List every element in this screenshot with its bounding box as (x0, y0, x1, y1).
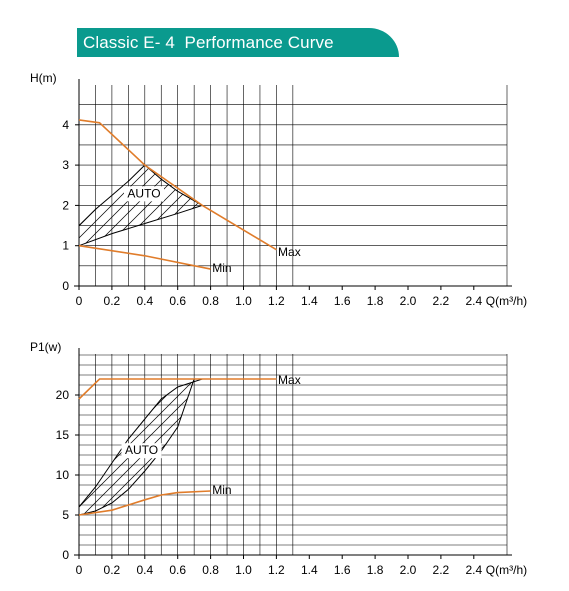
x-tick-label: 1.4 (301, 563, 318, 577)
x-tick-label: 0.8 (202, 294, 219, 308)
hatch-line (535, 354, 569, 555)
annotation-max: Max (278, 245, 301, 259)
hatch-line (0, 354, 64, 555)
x-tick-label: 0.8 (202, 563, 219, 577)
x-tick-label: 0.4 (136, 563, 153, 577)
hatch-line (0, 85, 64, 286)
x-tick-label: 1.4 (301, 294, 318, 308)
y-axis-label: H(m) (30, 71, 57, 85)
hatch-line (499, 354, 569, 555)
hatch-line (559, 354, 569, 555)
y-tick-label: 10 (56, 468, 70, 482)
hatch-line (535, 85, 569, 286)
x-tick-label: 2.2 (433, 294, 450, 308)
hatch-line (0, 354, 52, 555)
hatch-line (0, 85, 76, 286)
y-tick-label: 15 (56, 428, 70, 442)
hatch-line (0, 354, 40, 555)
hatch-line (559, 85, 569, 286)
hatch-line (547, 85, 569, 286)
hatch-line (0, 354, 16, 555)
annotation-min: Min (212, 483, 231, 497)
x-tick-label: 0.6 (169, 563, 186, 577)
auto-label: AUTO (127, 186, 160, 200)
hatch-line (0, 85, 4, 286)
chart-title: Classic E- 4 Performance Curve (83, 33, 334, 52)
series-max-line (78, 119, 277, 251)
auto-region-outline (78, 164, 204, 247)
hatch-line (79, 379, 203, 515)
x-tick-label: 1.0 (235, 294, 252, 308)
x-tick-label: 2.2 (433, 563, 450, 577)
auto-label: AUTO (125, 443, 158, 457)
x-axis-label: Q(m³/h) (486, 563, 527, 577)
y-tick-label: 20 (56, 388, 70, 402)
hatch-line (79, 165, 89, 246)
x-tick-label: 2.4 (465, 294, 482, 308)
hatch-line (79, 165, 203, 246)
x-tick-label: 2.0 (400, 563, 417, 577)
x-tick-label: 2.0 (400, 294, 417, 308)
y-tick-label: 2 (62, 198, 69, 212)
x-tick-label: 1.2 (268, 294, 285, 308)
hatch-line (0, 354, 76, 555)
hatch-line (0, 354, 28, 555)
hatch-line (79, 165, 203, 246)
x-tick-label: 1.8 (367, 563, 384, 577)
annotation-max: Max (278, 373, 301, 387)
hatch-line (0, 85, 40, 286)
hatch-line (511, 85, 569, 286)
y-tick-label: 4 (62, 118, 69, 132)
hatch-line (79, 165, 203, 246)
head-chart: 0 1 2 3 4 0 0.2 0.4 0.6 0.8 1.0 1.2 1.4 1.6 1.8 2.0 2.2 2… (0, 71, 569, 308)
hatch-line (0, 85, 28, 286)
x-tick-label: 0.4 (136, 294, 153, 308)
hatch-line (547, 354, 569, 555)
x-tick-label: 0.2 (104, 294, 121, 308)
series-min-line (78, 244, 211, 270)
x-tick-label: 1.0 (235, 563, 252, 577)
hatch-line (0, 85, 16, 286)
y-tick-label: 5 (62, 508, 69, 522)
y-tick-label: 1 (62, 239, 69, 253)
hatch-line (511, 354, 569, 555)
auto-label-background (123, 186, 164, 202)
hatch-line (79, 165, 203, 246)
auto-label-background (121, 443, 162, 459)
x-tick-label: 0.6 (169, 294, 186, 308)
series-max-line (78, 378, 277, 400)
x-tick-label: 0 (76, 563, 83, 577)
hatch-line (523, 354, 569, 555)
hatch-line (523, 85, 569, 286)
x-tick-label: 1.6 (334, 294, 351, 308)
y-tick-label: 0 (62, 548, 69, 562)
hatch-line (0, 354, 4, 555)
title-banner: Classic E- 4 Performance Curve (77, 28, 399, 57)
x-axis-label: Q(m³/h) (486, 294, 527, 308)
x-tick-label: 1.2 (268, 563, 285, 577)
x-tick-label: 1.6 (334, 563, 351, 577)
hatch-line (0, 85, 52, 286)
annotation-min: Min (212, 261, 231, 275)
x-tick-label: 0.2 (104, 563, 121, 577)
power-chart: 0 5 10 15 20 0 0.2 0.4 0.6 0.8 1.0 1.2 1.4 1.6 1.8 2.0 2… (0, 340, 569, 577)
y-tick-label: 3 (62, 158, 69, 172)
hatch-line (499, 85, 569, 286)
series-min-line (78, 490, 211, 516)
hatch-line (79, 379, 89, 515)
y-axis-label: P1(w) (30, 340, 61, 354)
y-tick-label: 0 (62, 279, 69, 293)
x-tick-label: 2.4 (465, 563, 482, 577)
x-tick-label: 0 (76, 294, 83, 308)
title-banner-background (77, 28, 399, 57)
x-tick-label: 1.8 (367, 294, 384, 308)
